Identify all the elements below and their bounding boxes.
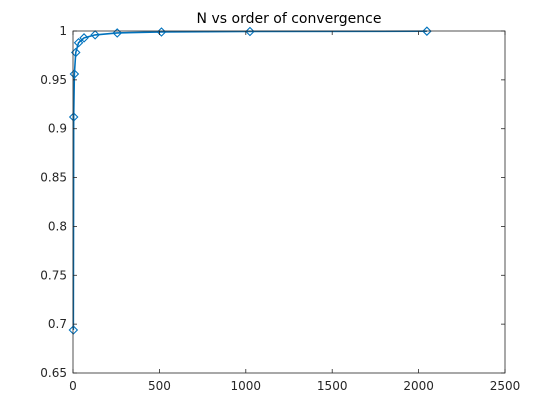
chart-title: N vs order of convergence [197,11,382,27]
data-point [68,112,79,122]
axes-layer: 0 500 1000 1500 2000 2500 0.65 0.7 0.75 0.8 0.85 0.… [40,24,520,393]
x-tick-label: 2500 [490,379,521,393]
y-tick-label: 0.8 [48,219,67,233]
series-line [72,30,427,331]
y-tick-label: 0.9 [48,122,67,136]
data-point [69,69,80,79]
y-tick-label: 0.85 [40,171,67,185]
x-tick-label: 500 [148,379,171,393]
plot-area [73,31,505,373]
data-point [422,26,432,36]
series-layer [68,26,432,335]
y-tick-label: 0.95 [40,73,67,87]
y-tick-label: 0.75 [40,268,67,282]
x-tick-label: 1500 [317,379,348,393]
axes-box [72,30,506,374]
y-tick-label: 0.65 [40,366,67,380]
data-point [245,26,255,37]
x-tick-label: 1000 [231,379,262,393]
x-tick-label: 0 [69,379,77,393]
x-tick-label: 2000 [403,379,434,393]
data-point [90,30,100,40]
data-point [79,33,89,43]
y-tick-label: 1 [59,24,67,38]
data-point [112,28,123,38]
y-tick-label: 0.7 [48,317,67,331]
data-point [73,37,84,48]
